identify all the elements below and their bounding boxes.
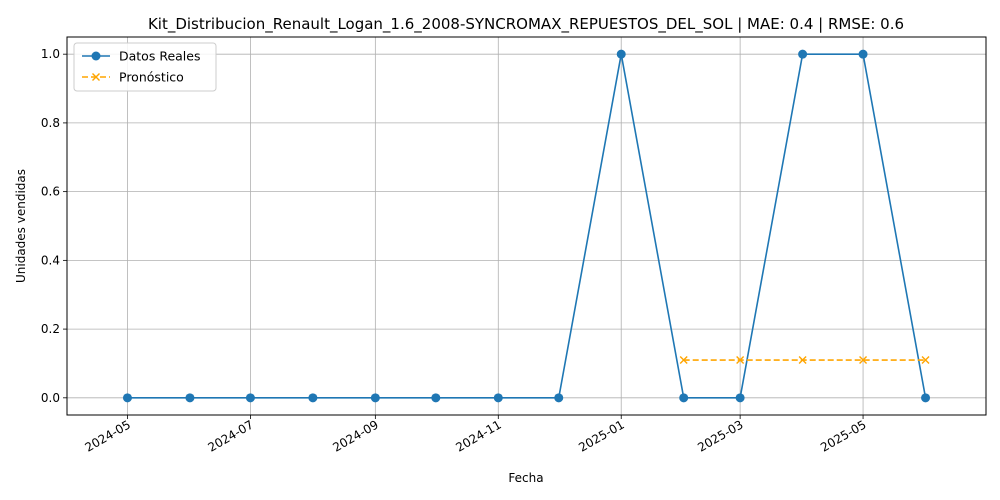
- data-point: [554, 393, 564, 403]
- marker-stroke: [798, 356, 807, 365]
- axes: 2024-05 2024-07 2024-09 2024-11 2025-01 2025-…: [41, 47, 869, 454]
- x-tick-label: 2025-01: [576, 417, 626, 454]
- marker-stroke: [679, 356, 688, 365]
- data-point: [736, 356, 745, 365]
- y-tick-label: 0.2: [41, 322, 60, 336]
- legend-marker: [92, 73, 100, 81]
- data-point: [185, 393, 195, 403]
- x-tick-label: 2025-05: [818, 417, 868, 454]
- data-point: [858, 49, 868, 59]
- marker-stroke: [859, 356, 868, 365]
- y-tick-label: 0.8: [41, 116, 60, 130]
- data-point: [308, 393, 318, 403]
- series-layer: [122, 49, 931, 403]
- marker-stroke: [92, 73, 100, 81]
- y-tick-label: 0.4: [41, 253, 60, 267]
- data-point: [679, 393, 689, 403]
- data-point: [493, 393, 503, 403]
- legend-marker: [91, 51, 101, 61]
- data-point: [798, 356, 807, 365]
- x-tick-label: 2024-11: [453, 417, 503, 454]
- legend-label: Datos Reales: [119, 49, 200, 64]
- y-tick-label: 0.6: [41, 185, 60, 199]
- y-tick-label: 1.0: [41, 47, 60, 61]
- data-point: [370, 393, 380, 403]
- plot-frame: [66, 36, 987, 416]
- data-point: [679, 356, 688, 365]
- series-line-0: [127, 53, 927, 399]
- data-point: [122, 393, 132, 403]
- chart-title: Kit_Distribucion_Renault_Logan_1.6_2008-…: [148, 15, 904, 34]
- data-point: [921, 356, 930, 365]
- data-point: [431, 393, 441, 403]
- x-tick-label: 2024-05: [83, 417, 133, 454]
- data-point: [245, 393, 255, 403]
- x-tick-label: 2024-07: [205, 417, 255, 454]
- y-tick-label: 0.0: [41, 391, 60, 405]
- legend-label: Pronóstico: [119, 70, 184, 85]
- data-point: [735, 393, 745, 403]
- legend: Datos Reales Pronóstico: [73, 42, 217, 92]
- y-axis-label: Unidades vendidas: [14, 169, 28, 283]
- legend-box: [73, 42, 217, 92]
- marker-stroke: [736, 356, 745, 365]
- x-tick-label: 2025-03: [695, 417, 745, 454]
- marker-stroke: [921, 356, 930, 365]
- data-point: [921, 393, 931, 403]
- x-axis-label: Fecha: [508, 471, 543, 485]
- grid: [67, 37, 986, 415]
- x-tick-label: 2024-09: [330, 417, 380, 454]
- data-point: [859, 356, 868, 365]
- data-point: [798, 49, 808, 59]
- data-point: [616, 49, 626, 59]
